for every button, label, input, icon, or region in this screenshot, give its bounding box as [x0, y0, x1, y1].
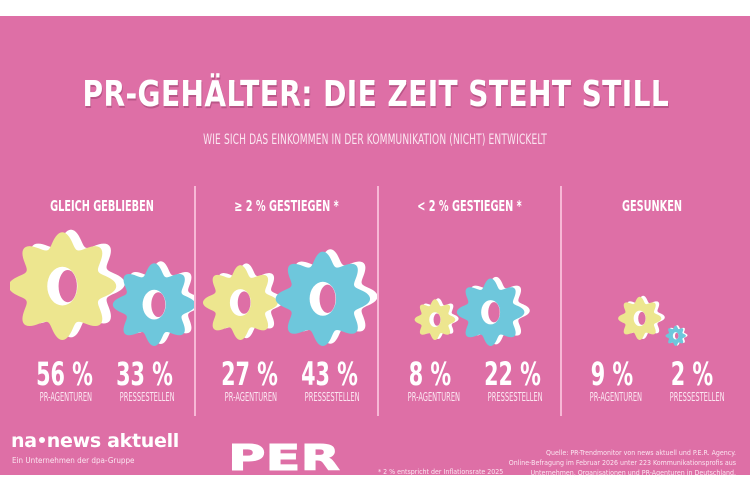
gears-illustration	[196, 222, 378, 352]
gear-hole	[674, 332, 679, 339]
stats-row: 9 % PR-AGENTUREN 2 % PRESSESTELLEN	[562, 358, 742, 404]
gear-pr-agenturen-icon	[618, 295, 665, 340]
gears-svg	[8, 229, 203, 346]
stat-value: 56 %	[36, 355, 93, 393]
stat-label: PRESSESTELLEN	[119, 390, 175, 404]
stat-label: PR-AGENTUREN	[589, 390, 643, 404]
stat-value: 33 %	[116, 355, 173, 393]
stat-label: PRESSESTELLEN	[304, 390, 360, 404]
source-line: Online-Befragung im Februar 2026 unter 2…	[508, 459, 736, 467]
gear-pr-agenturen-icon	[8, 229, 125, 340]
category-mindestens-2-prozent-gestiegen: ≥ 2 % GESTIEGEN * 27 % PR-AGENTUREN 43 % P…	[196, 186, 378, 416]
stat-pr-agenturen: 8 % PR-AGENTUREN	[394, 358, 466, 404]
gears-illustration	[8, 222, 203, 352]
category-heading: GESUNKEN	[622, 197, 682, 215]
stat-label: PRESSESTELLEN	[487, 390, 543, 404]
stat-label: PRESSESTELLEN	[669, 390, 725, 404]
gear-hole	[488, 302, 500, 323]
category-gesunken: GESUNKEN 9 % PR-AGENTUREN 2 % PRESSESTELLE…	[562, 186, 742, 416]
column-divider	[194, 186, 196, 416]
gears-svg	[618, 295, 688, 346]
stat-pressestellen: 2 % PRESSESTELLEN	[656, 358, 728, 404]
per-logo-text: PER	[228, 440, 340, 474]
stat-value: 22 %	[483, 355, 541, 393]
gear-pr-agenturen-icon	[202, 263, 284, 340]
page-subtitle: WIE SICH DAS EINKOMMEN IN DER KOMMUNIKAT…	[203, 132, 547, 148]
stat-label: PR-AGENTUREN	[224, 390, 277, 404]
gear-pressestellen-icon	[456, 276, 530, 346]
gear-hole	[319, 284, 336, 313]
source-note: Quelle: PR-Trendmonitor von news aktuell…	[509, 448, 736, 478]
category-unter-2-prozent-gestiegen: < 2 % GESTIEGEN * 8 % PR-AGENTUREN 22 % PR…	[379, 186, 560, 416]
gear-hole	[433, 313, 441, 326]
stat-pr-agenturen: 27 % PR-AGENTUREN	[211, 358, 283, 404]
infographic: PR-GEHÄLTER: DIE ZEIT STEHT STILL WIE SI…	[0, 16, 750, 478]
stat-value: 9 %	[590, 355, 634, 393]
stat-value: 43 %	[300, 355, 358, 393]
logo-dot-icon	[38, 437, 45, 443]
stat-label: PR-AGENTUREN	[39, 390, 93, 404]
gear-pressestellen-icon	[275, 249, 378, 346]
stat-label: PR-AGENTUREN	[407, 390, 460, 404]
per-logo: PER	[228, 440, 341, 474]
gears-illustration	[562, 222, 742, 352]
gear-hole	[58, 269, 77, 303]
gear-hole	[151, 292, 166, 318]
stat-pressestellen: 22 % PRESSESTELLEN	[474, 358, 546, 404]
stat-pr-agenturen: 56 % PR-AGENTUREN	[26, 358, 98, 404]
source-line: Quelle: PR-Trendmonitor von news aktuell…	[546, 449, 736, 457]
stat-pressestellen: 33 % PRESSESTELLEN	[106, 358, 178, 404]
gear-hole	[638, 311, 646, 325]
gear-pressestellen-icon	[112, 261, 203, 346]
news-aktuell-tagline: Ein Unternehmen der dpa-Gruppe	[12, 456, 135, 465]
stat-value: 8 %	[408, 355, 451, 393]
category-heading: < 2 % GESTIEGEN *	[417, 197, 522, 215]
stat-pressestellen: 43 % PRESSESTELLEN	[291, 358, 363, 404]
page-title: PR-GEHÄLTER: DIE ZEIT STEHT STILL	[82, 74, 670, 115]
logo-na-mark: na	[11, 430, 37, 452]
stats-row: 8 % PR-AGENTUREN 22 % PRESSESTELLEN	[379, 358, 560, 404]
gear-pressestellen-icon	[665, 325, 688, 346]
category-gleich-geblieben: GLEICH GEBLIEBEN 56 % PR-AGENTUREN 33 % PR…	[8, 186, 203, 416]
gear-pr-agenturen-icon	[414, 298, 459, 340]
stat-pr-agenturen: 9 % PR-AGENTUREN	[576, 358, 648, 404]
column-divider	[377, 186, 379, 416]
footnote: * 2 % entspricht der Inflationsrate 2025	[378, 468, 504, 476]
category-heading: GLEICH GEBLIEBEN	[50, 197, 154, 215]
gear-hole	[237, 291, 251, 314]
category-heading: ≥ 2 % GESTIEGEN *	[234, 197, 339, 215]
source-line: Unternehmen, Organisationen und PR-Agent…	[530, 469, 736, 477]
stat-value: 27 %	[220, 355, 278, 393]
gears-svg	[202, 249, 378, 346]
gears-illustration	[379, 222, 560, 352]
gears-svg	[414, 276, 530, 346]
stats-row: 56 % PR-AGENTUREN 33 % PRESSESTELLEN	[10, 358, 194, 404]
stat-value: 2 %	[670, 355, 714, 393]
logo-na-wordmark: news aktuell	[46, 430, 180, 452]
stats-row: 27 % PR-AGENTUREN 43 % PRESSESTELLEN	[196, 358, 377, 404]
column-divider	[560, 186, 562, 416]
news-aktuell-logo: na news aktuell	[11, 430, 179, 452]
